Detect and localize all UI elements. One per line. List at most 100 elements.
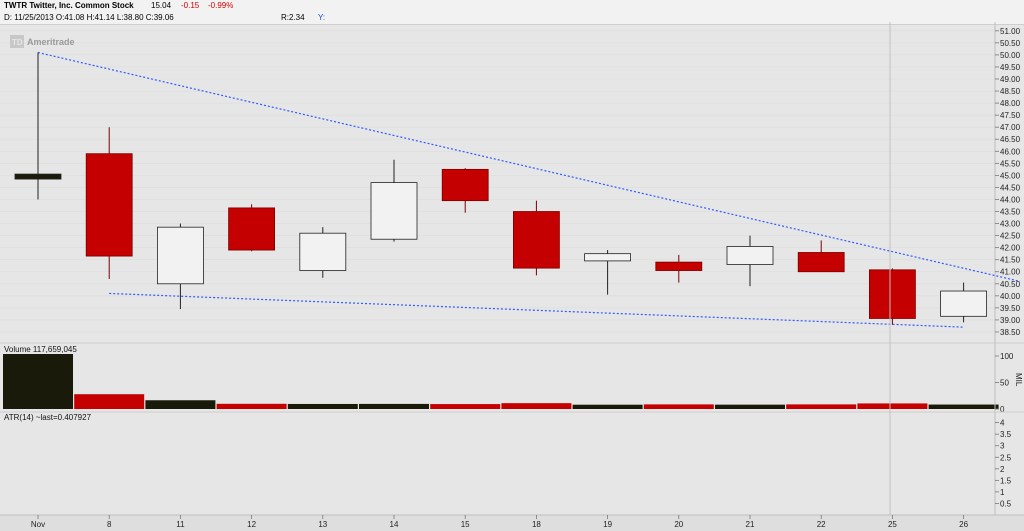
ameritrade-logo: TD Ameritrade	[10, 35, 75, 48]
trend-lines	[37, 51, 1021, 328]
candle-body	[85, 153, 133, 257]
candle-body	[584, 253, 631, 262]
candles	[14, 52, 987, 325]
volume-bar	[287, 403, 358, 409]
watermark-text: Ameritrade	[27, 37, 75, 47]
y-tick-label: 41.00	[1000, 268, 1021, 277]
x-tick-label: 8	[107, 520, 112, 529]
td-logo-icon	[10, 35, 24, 48]
candle[interactable]	[797, 240, 845, 273]
y-tick-label: 42.00	[1000, 244, 1021, 253]
volume-tick-label: 100	[1000, 352, 1014, 361]
x-tick-label: 12	[247, 520, 256, 529]
candle-body	[14, 173, 62, 180]
candle[interactable]	[299, 227, 347, 278]
candle-body	[726, 246, 774, 265]
atr-tick-label: 4	[1000, 419, 1005, 428]
candle[interactable]	[85, 127, 133, 279]
atr-tick-label: 1.5	[1000, 476, 1012, 485]
y-tick-label: 46.00	[1000, 147, 1021, 156]
atr-label: ATR(14) ~last=0.407927	[4, 413, 92, 422]
atr-tick-label: 1	[1000, 488, 1005, 497]
y-tick-label: 39.00	[1000, 316, 1021, 325]
x-tick-label: Nov	[31, 520, 45, 529]
y-tick-label: 38.50	[1000, 328, 1021, 337]
y-icon[interactable]: Y:	[318, 13, 326, 22]
x-tick-label: 25	[888, 520, 897, 529]
candle-body	[441, 168, 489, 202]
resistance-trendline	[37, 51, 1021, 282]
candle[interactable]	[228, 204, 276, 252]
y-tick-label: 43.50	[1000, 208, 1021, 217]
candle[interactable]	[940, 282, 987, 323]
volume-bars	[3, 354, 999, 409]
atr-tick-label: 3	[1000, 442, 1005, 451]
candle-body	[299, 232, 347, 271]
y-tick-label: 40.50	[1000, 280, 1021, 289]
volume-bar	[3, 354, 73, 409]
y-tick-label: 45.00	[1000, 171, 1021, 180]
candle[interactable]	[726, 235, 774, 287]
ohlc-readout: D: 11/25/2013 O:41.08 H:41.14 L:38.80 C:…	[4, 13, 174, 22]
y-tick-label: 50.00	[1000, 51, 1021, 60]
candle[interactable]	[370, 159, 418, 242]
candle[interactable]	[156, 223, 204, 310]
volume-bar	[928, 404, 999, 409]
volume-bar	[216, 403, 287, 409]
range-readout: R:2.34	[281, 13, 305, 22]
volume-unit-label: MIL	[1014, 373, 1023, 387]
header-row-1: TWTR Twitter, Inc. Common Stock 15.04 -0…	[0, 0, 1024, 12]
y-tick-label: 46.50	[1000, 135, 1021, 144]
y-tick-label: 40.00	[1000, 292, 1021, 301]
volume-axis: 0 50 100	[994, 343, 1014, 414]
candle[interactable]	[441, 168, 489, 213]
y-tick-label: 49.50	[1000, 63, 1021, 72]
atr-axis: 0.5 1 1.5 2 2.5 3 3.5 4	[995, 419, 1012, 508]
volume-bar	[857, 403, 928, 409]
y-tick-label: 41.50	[1000, 256, 1021, 265]
y-tick-label: 44.00	[1000, 195, 1021, 204]
last-price: 15.04	[151, 1, 172, 10]
candle[interactable]	[655, 254, 703, 283]
candle[interactable]	[513, 200, 560, 276]
candle[interactable]	[584, 250, 631, 295]
candle-body	[655, 261, 703, 271]
price-change-pct: -0.99%	[208, 1, 234, 10]
volume-bar	[145, 400, 216, 409]
x-tick-label: 14	[390, 520, 399, 529]
y-tick-label: 48.00	[1000, 99, 1021, 108]
candle-body	[370, 182, 418, 240]
x-tick-label: 19	[603, 520, 612, 529]
volume-bar	[501, 403, 572, 409]
candle-body	[869, 269, 916, 319]
y-tick-label: 49.00	[1000, 75, 1021, 84]
candle[interactable]	[869, 268, 916, 325]
volume-tick-label: 50	[1000, 379, 1009, 388]
volume-bar	[572, 404, 643, 409]
y-tick-label: 50.50	[1000, 39, 1021, 48]
volume-bar	[74, 394, 145, 409]
svg-text:TD: TD	[12, 38, 23, 47]
header-row-2: D: 11/25/2013 O:41.08 H:41.14 L:38.80 C:…	[0, 12, 1024, 25]
x-tick-label: 15	[461, 520, 470, 529]
candle-body	[156, 226, 204, 285]
volume-bar	[430, 404, 501, 409]
candle-body	[940, 290, 987, 317]
x-tick-label: 18	[532, 520, 541, 529]
x-tick-label: 22	[817, 520, 826, 529]
volume-label: Volume 117,659,045	[4, 345, 77, 354]
price-grid	[0, 30, 995, 333]
y-tick-label: 44.50	[1000, 183, 1021, 192]
x-tick-label: 13	[318, 520, 327, 529]
volume-bar	[786, 404, 857, 409]
price-change: -0.15	[181, 1, 200, 10]
atr-tick-label: 2.5	[1000, 453, 1012, 462]
x-tick-label: 11	[176, 520, 185, 529]
y-tick-label: 48.50	[1000, 87, 1021, 96]
y-tick-label: 51.00	[1000, 27, 1021, 36]
x-tick-label: 26	[959, 520, 968, 529]
y-tick-label: 47.00	[1000, 123, 1021, 132]
date-axis-band	[0, 515, 1024, 531]
candle[interactable]	[14, 52, 62, 200]
